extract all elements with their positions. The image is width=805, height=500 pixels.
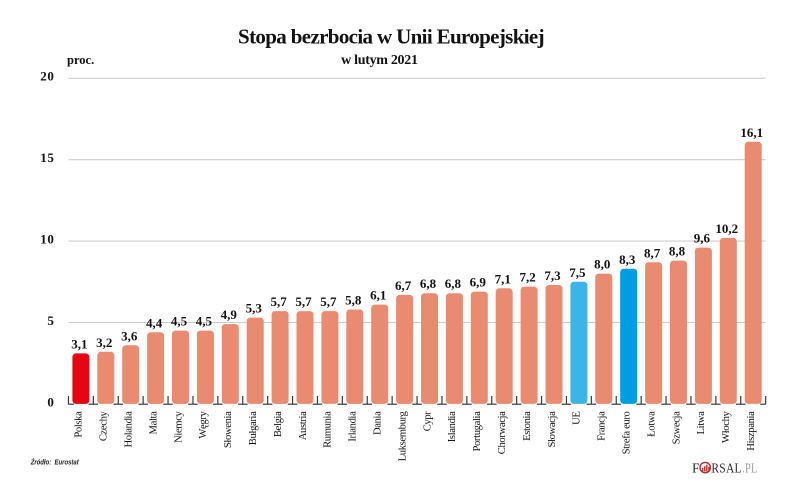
svg-text:Malta: Malta — [148, 411, 159, 435]
svg-text:5,7: 5,7 — [295, 294, 312, 309]
svg-text:Chorwacja: Chorwacja — [497, 411, 508, 454]
svg-text:Źródło: Eurostat: Źródło: Eurostat — [30, 457, 79, 466]
svg-text:10: 10 — [40, 232, 54, 247]
svg-text:5: 5 — [47, 313, 54, 328]
svg-text:3,2: 3,2 — [96, 335, 112, 350]
svg-text:6,9: 6,9 — [470, 275, 487, 290]
svg-text:Niemcy: Niemcy — [173, 410, 184, 442]
svg-text:Bułgaria: Bułgaria — [248, 411, 259, 445]
svg-text:4,5: 4,5 — [171, 314, 188, 329]
svg-text:Rumunia: Rumunia — [323, 411, 334, 448]
svg-text:Strefa euro: Strefa euro — [622, 411, 633, 454]
svg-text:Polska: Polska — [74, 411, 85, 438]
svg-text:Cypr: Cypr — [422, 411, 433, 432]
svg-text:Holandia: Holandia — [124, 411, 135, 448]
svg-text:5,7: 5,7 — [270, 294, 287, 309]
svg-text:F: F — [692, 461, 700, 476]
svg-text:Irlandia: Irlandia — [348, 411, 359, 442]
svg-text:Włochy: Włochy — [721, 410, 732, 442]
svg-text:Hiszpania: Hiszpania — [746, 411, 757, 451]
svg-text:16,1: 16,1 — [740, 125, 763, 140]
svg-text:4,4: 4,4 — [146, 315, 163, 330]
svg-text:5,7: 5,7 — [320, 294, 337, 309]
svg-text:Czechy: Czechy — [99, 410, 110, 441]
svg-text:20: 20 — [40, 69, 54, 84]
svg-text:Stopa bezrbocia w Unii Europej: Stopa bezrbocia w Unii Europejskiej — [238, 25, 544, 49]
svg-text:7,5: 7,5 — [569, 265, 586, 280]
svg-text:8,0: 8,0 — [594, 257, 610, 272]
svg-text:6,7: 6,7 — [395, 278, 412, 293]
svg-text:Austria: Austria — [298, 411, 309, 440]
svg-text:proc.: proc. — [67, 53, 94, 67]
svg-text:6,1: 6,1 — [370, 288, 386, 303]
svg-text:6,8: 6,8 — [445, 276, 462, 291]
svg-text:8,8: 8,8 — [669, 244, 686, 259]
svg-text:Słowacja: Słowacja — [547, 411, 558, 448]
svg-text:Szwecja: Szwecja — [671, 411, 682, 444]
svg-text:Węgry: Węgry — [198, 410, 209, 438]
svg-text:7,3: 7,3 — [544, 268, 561, 283]
svg-text:6,8: 6,8 — [420, 276, 437, 291]
svg-text:4,5: 4,5 — [196, 314, 213, 329]
svg-text:8,7: 8,7 — [644, 245, 661, 260]
svg-text:15: 15 — [40, 150, 54, 165]
svg-text:Słowenia: Słowenia — [223, 411, 234, 448]
svg-text:0: 0 — [47, 394, 54, 409]
svg-text:3,6: 3,6 — [121, 328, 138, 343]
svg-text:Belgia: Belgia — [273, 411, 284, 437]
svg-text:Luksemburg: Luksemburg — [397, 410, 408, 461]
svg-text:.PL: .PL — [742, 461, 757, 476]
svg-text:Litwa: Litwa — [696, 411, 707, 435]
svg-text:9,6: 9,6 — [694, 231, 711, 246]
svg-text:7,1: 7,1 — [495, 271, 511, 286]
svg-text:8,3: 8,3 — [619, 252, 636, 267]
svg-text:5,3: 5,3 — [246, 301, 263, 316]
svg-text:Estonia: Estonia — [522, 411, 533, 441]
svg-text:4,9: 4,9 — [221, 307, 238, 322]
svg-text:3,1: 3,1 — [71, 336, 87, 351]
svg-text:10,2: 10,2 — [715, 221, 738, 236]
svg-text:Francja: Francja — [597, 411, 608, 441]
svg-text:w lutym 2021: w lutym 2021 — [341, 53, 418, 68]
svg-text:Portugalia: Portugalia — [472, 411, 483, 452]
svg-text:UE: UE — [572, 412, 583, 425]
svg-text:Dania: Dania — [373, 411, 384, 435]
svg-text:7,2: 7,2 — [519, 270, 535, 285]
svg-text:RSAL: RSAL — [711, 461, 741, 476]
svg-text:5,8: 5,8 — [345, 292, 362, 307]
svg-text:Łotwa: Łotwa — [646, 411, 657, 437]
svg-text:Islandia: Islandia — [447, 411, 458, 442]
